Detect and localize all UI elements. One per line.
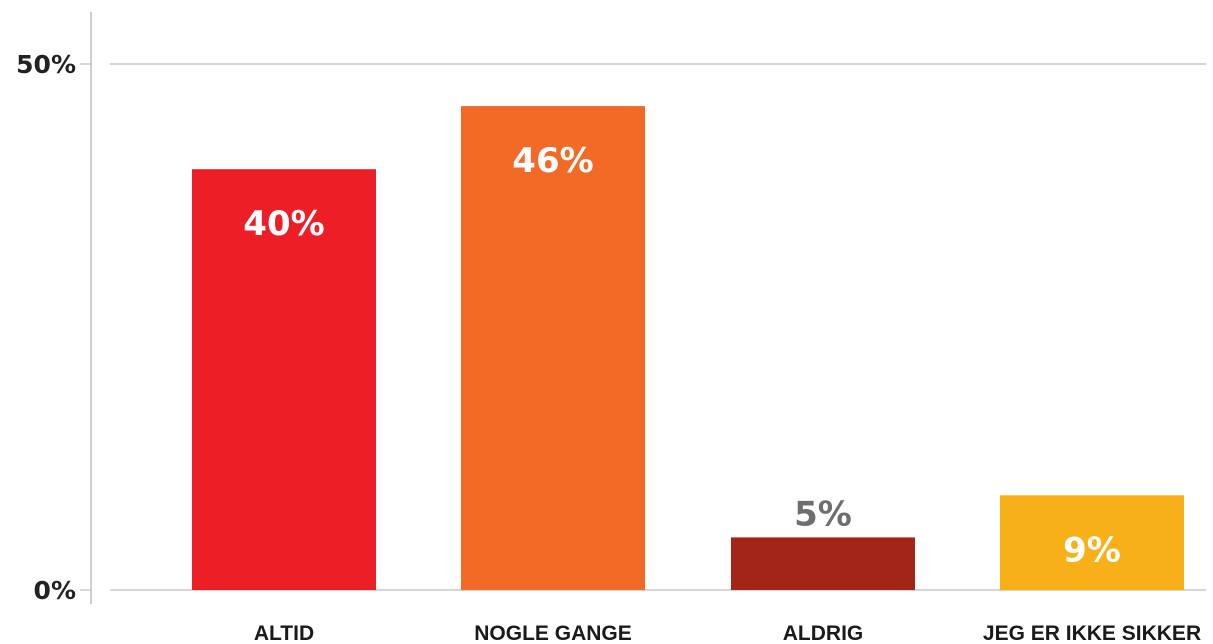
category-label: ALDRIG (783, 622, 864, 644)
data-labels: 40% 46% 5% 9% (243, 141, 1121, 570)
y-tick-labels: 0% 50% (16, 50, 76, 605)
bar-aldrig (731, 537, 915, 590)
data-label: 9% (1063, 530, 1121, 570)
y-tick-label: 0% (34, 576, 76, 605)
category-labels: ALTID NOGLE GANGE ALDRIG JEG ER IKKE SIKKER (254, 622, 1201, 644)
y-tick-label: 50% (16, 50, 76, 79)
bar-jeg-er-ikke-sikker (1000, 495, 1184, 590)
bars (192, 106, 1184, 590)
category-label: NOGLE GANGE (474, 622, 632, 644)
bar-nogle-gange (461, 106, 645, 590)
category-label: ALTID (254, 622, 314, 644)
bar-altid (192, 169, 376, 590)
data-label: 40% (243, 204, 324, 244)
data-label: 5% (794, 494, 852, 534)
data-label: 46% (512, 141, 593, 181)
category-label: JEG ER IKKE SIKKER (983, 622, 1201, 644)
